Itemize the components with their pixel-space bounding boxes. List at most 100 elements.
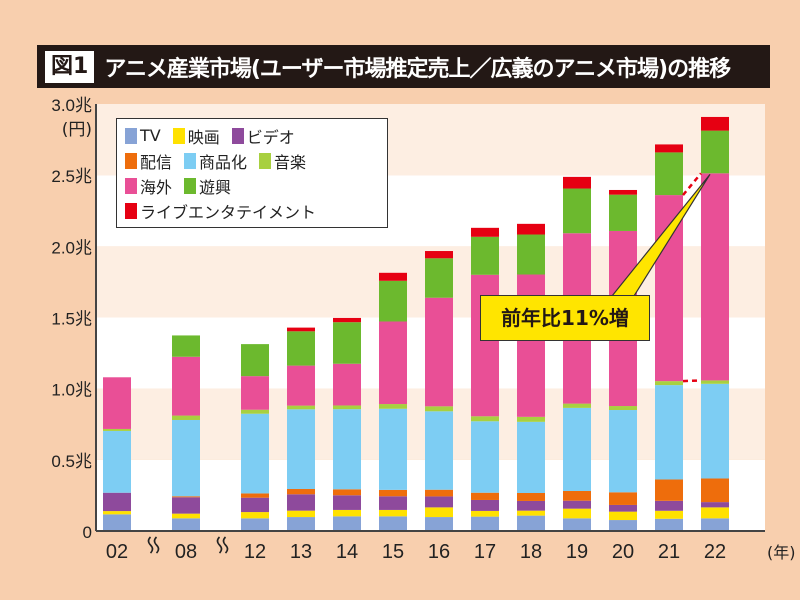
bar-segment-15 [379, 404, 407, 409]
bar-segment-15 [379, 509, 407, 517]
bar-segment-19 [563, 188, 591, 234]
figure-label: 図1 [45, 50, 95, 83]
legend-swatch [125, 152, 137, 169]
x-tick-label: 21 [658, 541, 680, 563]
bar-segment-18 [517, 234, 545, 275]
bar-segment-22 [701, 380, 729, 384]
bar-segment-12 [241, 413, 269, 494]
bar-segment-18 [517, 515, 545, 531]
bar-segment-21 [655, 144, 683, 153]
bar-segment-20 [609, 410, 637, 493]
legend-item-video: ビデオ [231, 124, 295, 148]
bar-segment-20 [609, 504, 637, 512]
bar-segment-13 [287, 510, 315, 518]
bar-segment-15 [379, 321, 407, 405]
bar-segment-12 [241, 512, 269, 519]
bar-segment-14 [333, 317, 361, 323]
bar-segment-19 [563, 403, 591, 408]
x-tick-label: 15 [382, 541, 404, 563]
x-tick-label: 02 [106, 541, 128, 563]
bar-segment-16 [425, 251, 453, 259]
bar-segment-20 [609, 406, 637, 411]
bar-segment-19 [563, 491, 591, 501]
x-tick-label: 13 [290, 541, 312, 563]
bar-segment-14 [333, 322, 361, 364]
legend-swatch [184, 152, 197, 169]
x-tick-label: 17 [474, 541, 496, 563]
bar-segment-17 [471, 416, 499, 422]
bar-segment-18 [517, 500, 545, 511]
bar-segment-02 [103, 514, 131, 531]
bar-segment-16 [425, 496, 453, 508]
bar-segment-12 [241, 376, 269, 410]
bar-segment-12 [241, 344, 269, 377]
bar-segment-16 [425, 406, 453, 412]
bar-segment-16 [425, 517, 453, 531]
legend-label: 映画 [187, 127, 220, 147]
bar-segment-18 [517, 492, 545, 501]
x-tick-label: 16 [428, 541, 450, 563]
comparison-dashed-line [682, 172, 702, 196]
bar-segment-18 [517, 510, 545, 516]
bar-segment-08 [172, 518, 200, 531]
bar-segment-16 [425, 297, 453, 407]
bar-segment-08 [172, 415, 200, 420]
bar-segment-08 [172, 335, 200, 357]
bar-segment-17 [471, 421, 499, 493]
comparison-dashed-line [682, 379, 702, 383]
bar-segment-16 [425, 411, 453, 490]
bar-segment-18 [517, 223, 545, 235]
bar-segment-14 [333, 495, 361, 510]
bar-segment-21 [655, 518, 683, 531]
bar-segment-13 [287, 494, 315, 511]
bar-segment-21 [655, 385, 683, 480]
bar-segment-14 [333, 409, 361, 490]
bar-segment-17 [471, 492, 499, 500]
bar-segment-21 [655, 510, 683, 519]
bar-segment-21 [655, 381, 683, 386]
bar-segment-15 [379, 408, 407, 490]
bar-segment-13 [287, 409, 315, 490]
legend-swatch [172, 127, 185, 144]
bar-segment-17 [471, 236, 499, 275]
legend-label: 配信 [140, 152, 173, 172]
x-tick-label: 08 [175, 541, 197, 563]
bar-segment-20 [609, 492, 637, 505]
growth-callout: 前年比11%増 [480, 295, 650, 341]
bar-segment-17 [471, 499, 499, 511]
legend-swatch [125, 177, 137, 194]
bar-segment-19 [563, 176, 591, 189]
bar-segment-02 [103, 428, 131, 431]
axis-break-icon [216, 536, 223, 554]
legend-label: 遊興 [199, 177, 232, 197]
y-tick-label: 1.0兆 [51, 381, 92, 400]
legend-swatch [125, 127, 137, 144]
bar-segment-15 [379, 516, 407, 531]
bar-segment-20 [609, 511, 637, 521]
bar-segment-22 [701, 518, 729, 531]
legend-item-live-entertainment: ライブエンタテイメント [125, 199, 316, 223]
bar-segment-12 [241, 518, 269, 531]
bar-segment-13 [287, 489, 315, 495]
bar-segment-15 [379, 280, 407, 322]
bar-segment-12 [241, 497, 269, 513]
bar-segment-17 [471, 510, 499, 517]
bar-segment-14 [333, 405, 361, 410]
bar-segment-15 [379, 489, 407, 497]
legend-swatch [231, 127, 244, 144]
legend-item-movie: 映画 [172, 124, 220, 148]
bar-segment-16 [425, 507, 453, 518]
bar-segment-08 [172, 419, 200, 497]
legend-swatch [125, 202, 137, 219]
bar-segment-08 [172, 497, 200, 514]
bar-segment-02 [103, 430, 131, 493]
bar-segment-18 [517, 416, 545, 422]
y-tick-label: 2.5兆 [51, 167, 92, 186]
bar-segment-22 [701, 383, 729, 479]
x-axis-unit: (年) [767, 543, 796, 562]
y-axis-unit: (円) [62, 120, 92, 140]
bar-segment-22 [701, 173, 729, 381]
bar-segment-14 [333, 516, 361, 531]
x-tick-label: 18 [520, 541, 542, 563]
chart-title: アニメ産業市場(ユーザー市場推定売上／広義のアニメ市場)の推移 [104, 56, 731, 82]
